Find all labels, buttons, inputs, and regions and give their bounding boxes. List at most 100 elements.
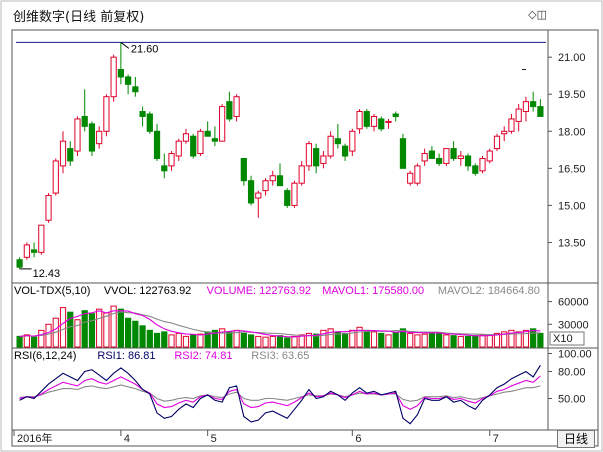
chart-title: 创维数字(日线 前复权) bbox=[13, 10, 145, 25]
candle-body bbox=[204, 130, 211, 137]
volume-tick-label: 60000 bbox=[558, 297, 589, 309]
candle-body bbox=[493, 135, 501, 150]
candle-body bbox=[486, 150, 493, 162]
price-tick-label: 16.50 bbox=[558, 163, 586, 175]
volume-bar bbox=[515, 331, 522, 348]
volume-bar bbox=[103, 312, 110, 348]
candle-body bbox=[153, 130, 161, 159]
candle-body bbox=[313, 148, 320, 167]
high-annotation-label: 21.60 bbox=[131, 43, 159, 55]
candle-body bbox=[52, 160, 59, 194]
rsi-legend-label: RSI2: 74.81 bbox=[174, 350, 232, 362]
volume-bar bbox=[414, 334, 421, 348]
price-tick-label: 18.00 bbox=[558, 126, 586, 138]
volume-bar bbox=[284, 337, 291, 348]
candle-body bbox=[385, 120, 392, 123]
volume-bar bbox=[96, 308, 103, 348]
candle-body bbox=[327, 135, 334, 157]
candle-body bbox=[197, 130, 204, 155]
rsi-tick-label: 50.00 bbox=[558, 394, 586, 406]
volume-bar bbox=[522, 329, 530, 348]
period-button[interactable]: 日线 bbox=[557, 430, 595, 448]
candle-body bbox=[501, 130, 508, 135]
volume-bar bbox=[74, 319, 81, 348]
volume-bar bbox=[132, 320, 139, 348]
volume-bar bbox=[276, 335, 284, 348]
candle-body bbox=[305, 143, 313, 167]
candle-body bbox=[298, 165, 305, 184]
volume-bar bbox=[457, 335, 464, 348]
candle-body bbox=[110, 56, 117, 98]
volume-bar bbox=[45, 323, 52, 348]
volume-bar bbox=[508, 329, 515, 348]
volume-bar bbox=[211, 329, 219, 348]
volume-bar bbox=[168, 334, 175, 348]
rsi-tick-label: 80.00 bbox=[558, 367, 586, 379]
volume-bar bbox=[450, 335, 457, 348]
volume-bar bbox=[219, 328, 226, 348]
volume-legend-label: MAVOL1: 175580.00 bbox=[322, 285, 424, 297]
price-tick-label: 21.00 bbox=[558, 52, 586, 64]
volume-bar bbox=[175, 332, 182, 348]
rsi3-line bbox=[19, 384, 541, 402]
volume-bar bbox=[16, 335, 23, 348]
volume-bar bbox=[537, 332, 544, 348]
candle-body bbox=[522, 101, 530, 113]
candle-body bbox=[233, 96, 240, 117]
volume-bar bbox=[197, 333, 204, 348]
volume-bar bbox=[472, 335, 479, 348]
candle-body bbox=[421, 153, 428, 162]
volume-legend-label: MAVOL2: 184664.80 bbox=[438, 285, 540, 297]
time-tick-label: 2016年 bbox=[17, 431, 52, 445]
candle-body bbox=[247, 180, 255, 204]
volume-bar bbox=[407, 332, 414, 348]
candle-body bbox=[399, 138, 407, 169]
volume-bar bbox=[117, 308, 124, 348]
volume-bar bbox=[81, 310, 88, 348]
volume-bar bbox=[421, 333, 428, 348]
candle-body bbox=[23, 244, 30, 258]
candle-body bbox=[96, 130, 103, 145]
volume-bar bbox=[320, 329, 327, 348]
time-tick-label: 7 bbox=[493, 433, 499, 445]
price-tick-label: 13.50 bbox=[558, 237, 586, 249]
volume-unit-label: X10 bbox=[553, 333, 573, 345]
volume-bar bbox=[146, 329, 153, 348]
candle-body bbox=[284, 190, 291, 206]
volume-bar bbox=[501, 331, 508, 348]
rsi2-line bbox=[19, 375, 541, 410]
volume-bar bbox=[110, 305, 117, 348]
candle-body bbox=[392, 113, 399, 117]
volume-bar bbox=[392, 332, 399, 348]
candle-body bbox=[349, 130, 356, 152]
volume-bar bbox=[313, 333, 320, 348]
time-tick-label: 6 bbox=[355, 433, 361, 445]
volume-bar bbox=[378, 332, 385, 348]
candle-body bbox=[428, 150, 435, 159]
candle-body bbox=[436, 157, 443, 164]
volume-bar bbox=[161, 331, 168, 348]
square-icon[interactable]: ◫ bbox=[536, 9, 547, 21]
candle-body bbox=[132, 86, 139, 93]
candle-body bbox=[262, 180, 269, 192]
rsi-legend-label: RSI1: 86.81 bbox=[97, 350, 155, 362]
volume-bar bbox=[443, 334, 450, 348]
volume-bar bbox=[327, 328, 334, 348]
time-tick-label: 5 bbox=[211, 433, 217, 445]
volume-bar bbox=[67, 311, 74, 348]
candle-body bbox=[414, 165, 421, 184]
candle-body bbox=[320, 155, 327, 164]
candle-body bbox=[276, 175, 284, 187]
candle-body bbox=[291, 182, 298, 206]
candle-body bbox=[450, 148, 457, 159]
volume-bar bbox=[125, 317, 132, 348]
volume-bar bbox=[139, 325, 146, 348]
candle-body bbox=[240, 157, 247, 182]
candle-body bbox=[45, 195, 52, 221]
volume-bar bbox=[436, 332, 443, 348]
candle-body bbox=[378, 118, 385, 130]
diamond-icon[interactable]: ◇ bbox=[528, 9, 537, 21]
candle-body bbox=[269, 175, 276, 182]
